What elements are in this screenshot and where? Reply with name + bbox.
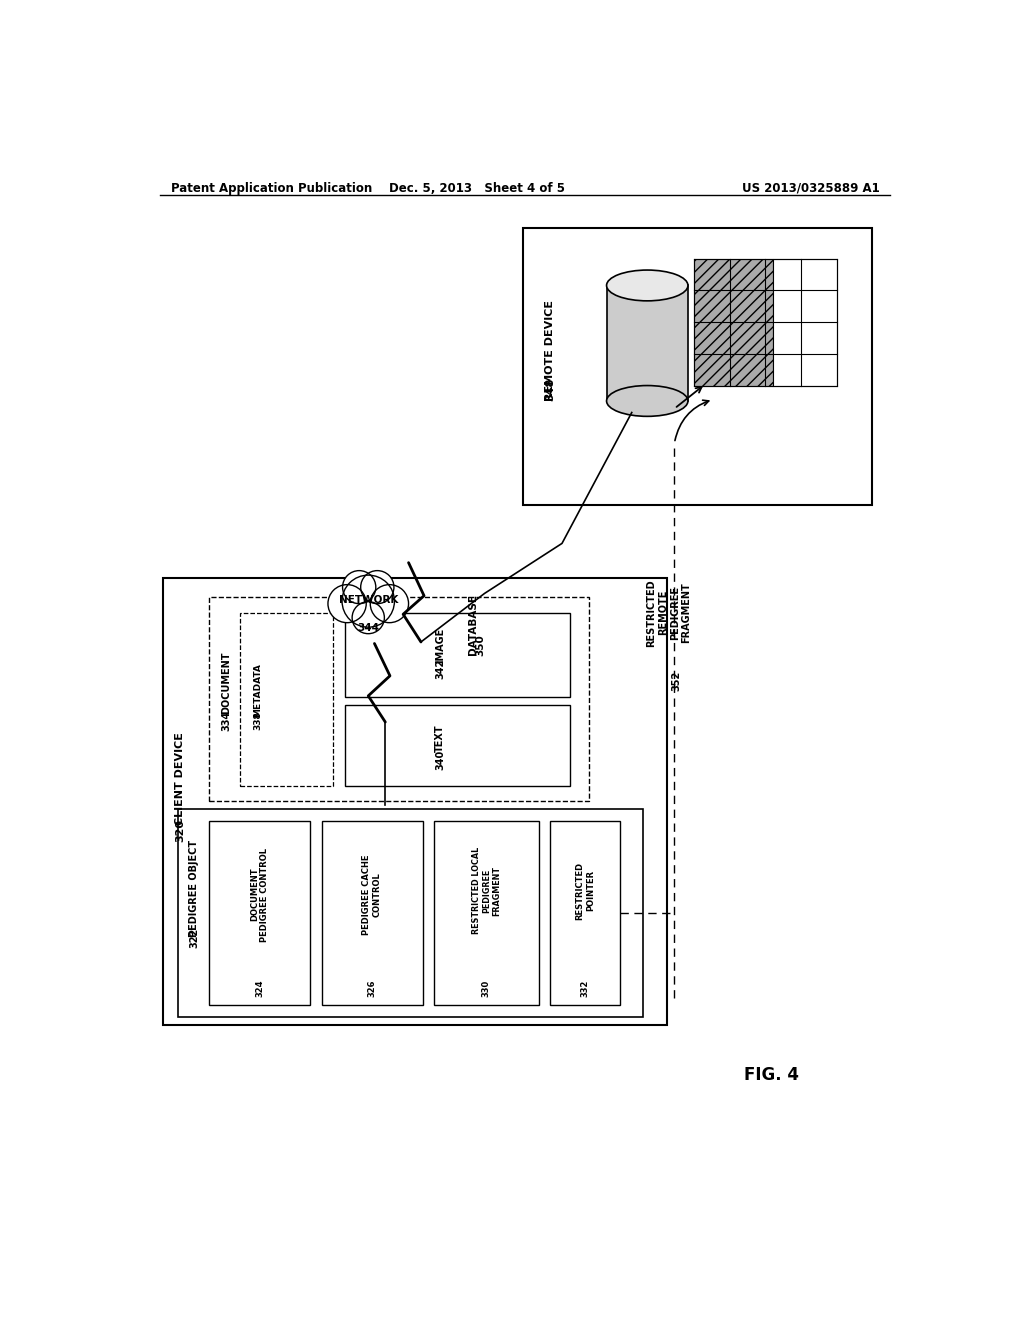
Ellipse shape [606,271,688,301]
Bar [606,285,688,401]
Bar [209,598,589,801]
Text: 342: 342 [435,659,445,678]
Bar [550,821,621,1006]
Text: CLIENT DEVICE: CLIENT DEVICE [175,731,185,825]
Circle shape [342,576,394,627]
Text: 322: 322 [188,928,199,948]
Text: DOCUMENT
PEDIGREE CONTROL: DOCUMENT PEDIGREE CONTROL [250,847,269,941]
Bar [772,259,838,385]
Text: REMOTE DEVICE: REMOTE DEVICE [546,301,555,401]
Text: 334: 334 [221,710,231,731]
Circle shape [343,570,376,603]
Ellipse shape [606,385,688,416]
Bar [163,578,667,1024]
Bar [178,809,643,1016]
Bar [693,259,772,385]
Bar [345,705,569,785]
Text: DATABASE: DATABASE [468,594,478,655]
Text: 352: 352 [672,671,682,690]
Circle shape [371,585,409,623]
Text: Dec. 5, 2013   Sheet 4 of 5: Dec. 5, 2013 Sheet 4 of 5 [389,182,565,194]
Text: DOCUMENT: DOCUMENT [221,651,231,714]
Text: Patent Application Publication: Patent Application Publication [171,182,372,194]
Bar [434,821,539,1006]
Text: 320: 320 [175,820,185,842]
Text: METADATA: METADATA [253,663,262,717]
Text: 330: 330 [482,979,490,997]
Bar [241,612,334,785]
Text: IMAGE: IMAGE [435,628,445,664]
Bar [523,228,872,506]
Text: 350: 350 [475,634,485,656]
Text: RESTRICTED
POINTER: RESTRICTED POINTER [575,862,595,920]
Circle shape [352,602,384,634]
Circle shape [360,570,394,603]
Text: RESTRICTED LOCAL
PEDIGREE
FRAGMENT: RESTRICTED LOCAL PEDIGREE FRAGMENT [471,847,502,935]
Bar [345,612,569,697]
Text: 332: 332 [581,979,590,997]
Text: 338: 338 [253,711,262,730]
Text: TEXT: TEXT [435,723,445,751]
Text: US 2013/0325889 A1: US 2013/0325889 A1 [742,182,880,194]
Circle shape [328,585,367,623]
Text: 324: 324 [255,979,264,997]
Text: 344: 344 [357,623,379,634]
Bar [209,821,310,1006]
Text: RESTRICTED
REMOTE
PEDIGREE
FRAGMENT: RESTRICTED REMOTE PEDIGREE FRAGMENT [646,579,691,647]
Bar [322,821,423,1006]
Text: 340: 340 [435,750,445,770]
Text: PEDIGREE OBJECT: PEDIGREE OBJECT [188,840,199,937]
Text: 348: 348 [546,378,555,401]
Text: 326: 326 [368,979,377,997]
Text: FIG. 4: FIG. 4 [743,1065,799,1084]
Text: NETWORK: NETWORK [339,594,398,605]
Text: PEDIGREE CACHE
CONTROL: PEDIGREE CACHE CONTROL [362,854,382,935]
